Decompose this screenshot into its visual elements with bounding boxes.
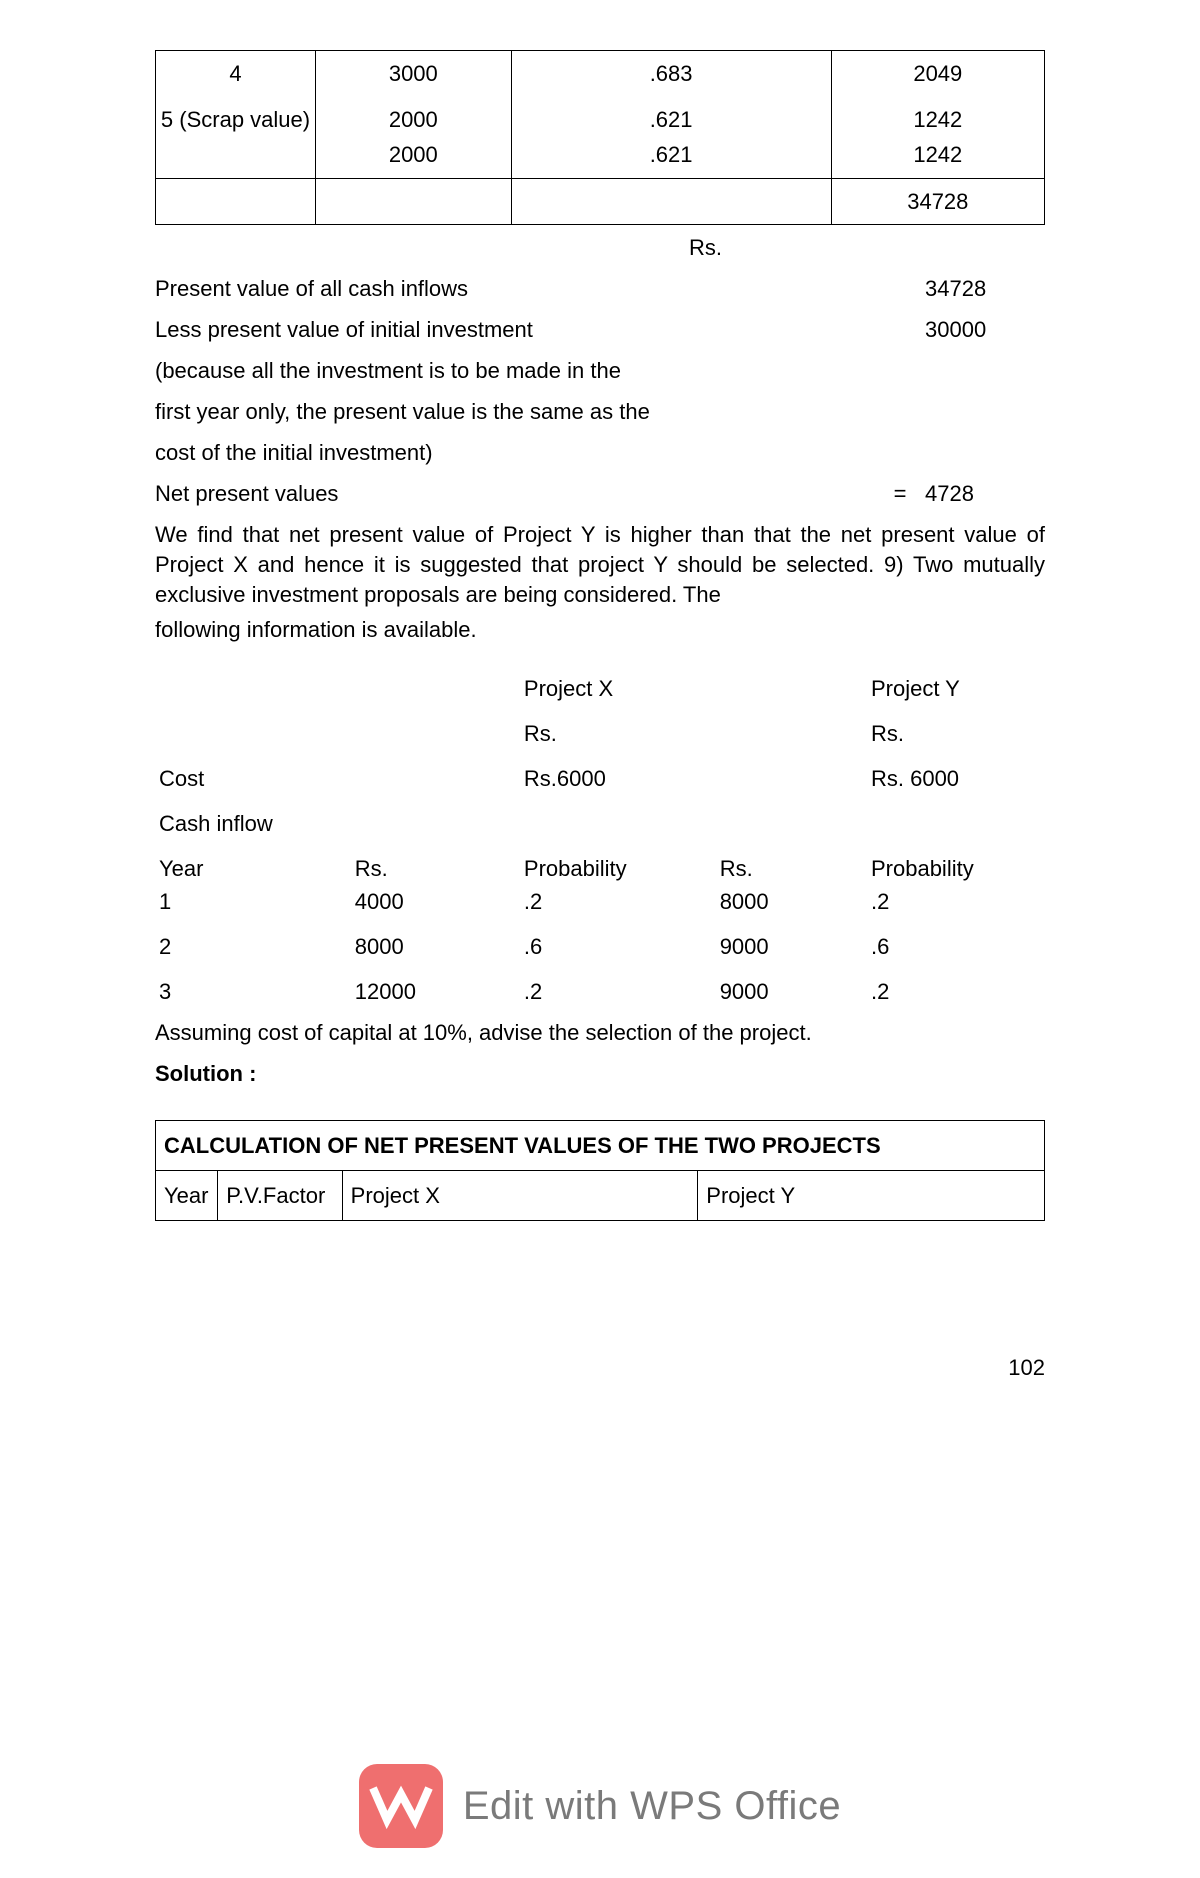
proj-cost-c1: Cost <box>155 756 351 801</box>
calc-title: CALCULATION OF NET PRESENT VALUES OF THE… <box>156 1121 1045 1171</box>
cell-year-5-label: 5 (Scrap value) <box>160 102 311 137</box>
proj-r1-c1: 2 <box>155 924 351 969</box>
proj-r1-c4: 9000 <box>716 924 867 969</box>
pv-table: 4 3000 .683 2049 5 (Scrap value) 2000 20… <box>155 50 1045 225</box>
pv-inflows-value: 34728 <box>925 272 1045 305</box>
rs-header: Rs. <box>155 231 1045 264</box>
calc-h-projectx: Project X <box>342 1171 698 1221</box>
cell-total-empty-2 <box>316 179 512 225</box>
proj-sub-c4: Rs. <box>716 846 867 885</box>
proj-r2-c1: 3 <box>155 969 351 1014</box>
proj-header-c5: Project Y <box>867 666 1045 711</box>
proj-r0-c3: .2 <box>520 885 716 924</box>
proj-rs-c1 <box>155 711 351 756</box>
less-label: Less present value of initial investment <box>155 313 875 346</box>
npv-label: Net present values <box>155 477 875 510</box>
proj-header-c1 <box>155 666 351 711</box>
proj-cost-c3: Rs.6000 <box>520 756 716 801</box>
calc-h-projecty: Project Y <box>698 1171 1045 1221</box>
proj-r1-c2: 8000 <box>351 924 520 969</box>
conclusion-paragraph: We find that net present value of Projec… <box>155 520 1045 609</box>
cell-factor-5: .621 .621 <box>511 96 831 179</box>
cell-cashflow-5b: 2000 <box>320 137 507 172</box>
proj-rs-c4 <box>716 711 867 756</box>
page-number: 102 <box>155 1351 1045 1384</box>
note-line-1: (because all the investment is to be mad… <box>155 354 1045 387</box>
cell-year-4: 4 <box>156 51 316 97</box>
proj-sub-c3: Probability <box>520 846 716 885</box>
pv-inflows-label: Present value of all cash inflows <box>155 272 875 305</box>
calc-h-pvfactor: P.V.Factor <box>218 1171 342 1221</box>
solution-label: Solution : <box>155 1057 1045 1090</box>
proj-cost-c2 <box>351 756 520 801</box>
project-comparison-table: Project X Project Y Rs. Rs. Cost Rs.6000… <box>155 666 1045 1014</box>
proj-r1-c5: .6 <box>867 924 1045 969</box>
cell-total-value: 34728 <box>831 179 1044 225</box>
proj-r0-c4: 8000 <box>716 885 867 924</box>
proj-r2-c5: .2 <box>867 969 1045 1014</box>
less-value: 30000 <box>925 313 1045 346</box>
wps-footer-text: Edit with WPS Office <box>463 1784 841 1829</box>
proj-header-c3: Project X <box>520 666 716 711</box>
cell-pv-5: 1242 1242 <box>831 96 1044 179</box>
proj-sub-c5: Probability <box>867 846 1045 885</box>
proj-r2-c2: 12000 <box>351 969 520 1014</box>
proj-r1-c3: .6 <box>520 924 716 969</box>
note-line-3: cost of the initial investment) <box>155 436 1045 469</box>
cell-factor-5a: .621 <box>516 102 827 137</box>
proj-r2-c3: .2 <box>520 969 716 1014</box>
proj-r0-c1: 1 <box>155 885 351 924</box>
cell-pv-5b: 1242 <box>836 137 1040 172</box>
proj-cost-c5: Rs. 6000 <box>867 756 1045 801</box>
cell-total-empty-3 <box>511 179 831 225</box>
cell-pv-5a: 1242 <box>836 102 1040 137</box>
npv-value: 4728 <box>925 477 1045 510</box>
cash-inflow-label: Cash inflow <box>155 801 1045 846</box>
wps-footer: Edit with WPS Office <box>0 1764 1200 1878</box>
proj-sub-c1: Year <box>155 846 351 885</box>
proj-r0-c2: 4000 <box>351 885 520 924</box>
wps-logo-icon <box>359 1764 443 1848</box>
cell-year-5: 5 (Scrap value) <box>156 96 316 179</box>
calculation-table: CALCULATION OF NET PRESENT VALUES OF THE… <box>155 1120 1045 1221</box>
calc-h-year: Year <box>156 1171 218 1221</box>
assumption-line: Assuming cost of capital at 10%, advise … <box>155 1016 1045 1049</box>
cell-factor-5b: .621 <box>516 137 827 172</box>
proj-header-c2 <box>351 666 520 711</box>
cell-pv-4: 2049 <box>831 51 1044 97</box>
proj-sub-c2: Rs. <box>351 846 520 885</box>
cell-cashflow-4: 3000 <box>316 51 512 97</box>
conclusion-paragraph-2: following information is available. <box>155 613 1045 646</box>
proj-header-c4 <box>716 666 867 711</box>
cell-total-empty-1 <box>156 179 316 225</box>
proj-rs-c2 <box>351 711 520 756</box>
cell-cashflow-5: 2000 2000 <box>316 96 512 179</box>
proj-rs-c5: Rs. <box>867 711 1045 756</box>
proj-cost-c4 <box>716 756 867 801</box>
cell-factor-4: .683 <box>511 51 831 97</box>
note-line-2: first year only, the present value is th… <box>155 395 1045 428</box>
proj-r0-c5: .2 <box>867 885 1045 924</box>
npv-eq: = <box>875 477 925 510</box>
proj-r2-c4: 9000 <box>716 969 867 1014</box>
proj-rs-c3: Rs. <box>520 711 716 756</box>
cell-cashflow-5a: 2000 <box>320 102 507 137</box>
